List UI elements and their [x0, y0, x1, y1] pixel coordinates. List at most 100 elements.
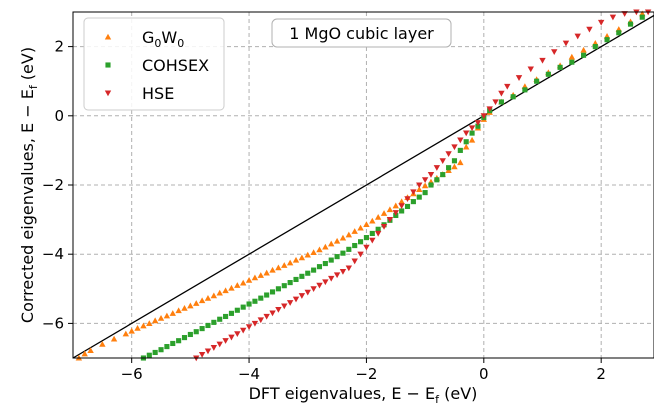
y-tick-label: 2: [54, 38, 64, 56]
data-point: [340, 250, 346, 256]
y-tick-label: 0: [54, 107, 64, 125]
data-point: [234, 307, 240, 313]
data-point: [475, 123, 481, 129]
data-point: [205, 322, 211, 329]
data-point: [421, 182, 429, 189]
data-point: [164, 344, 170, 350]
x-axis-minus: − E: [401, 384, 435, 403]
data-point: [169, 310, 176, 316]
data-point: [299, 273, 305, 279]
data-point: [346, 246, 352, 252]
data-point: [269, 266, 276, 273]
data-point: [304, 251, 311, 258]
legend-label: G0W0: [142, 28, 184, 50]
data-point: [286, 300, 294, 306]
data-point: [334, 254, 340, 260]
data-point: [351, 228, 358, 234]
data-point: [216, 289, 223, 296]
data-point: [286, 259, 294, 266]
data-point: [392, 210, 399, 216]
legend-marker: [105, 62, 111, 68]
x-axis-units: (eV): [444, 384, 477, 403]
data-point: [281, 283, 287, 289]
chart-title: 1 MgO cubic layer: [289, 24, 434, 43]
data-point: [468, 125, 476, 132]
data-point: [210, 292, 218, 299]
data-point: [357, 251, 364, 258]
data-point: [446, 165, 452, 171]
data-point: [498, 99, 504, 105]
data-point: [539, 57, 546, 64]
data-point: [216, 341, 223, 348]
data-point: [222, 338, 229, 344]
data-point: [246, 301, 252, 307]
y-axis-minus: − E: [18, 89, 37, 123]
data-point: [140, 322, 147, 329]
data-point: [239, 327, 247, 334]
data-point: [328, 275, 335, 282]
data-point: [163, 312, 171, 319]
data-point: [609, 14, 617, 21]
data-point: [322, 243, 329, 250]
data-point: [311, 267, 317, 273]
title-border: [271, 18, 452, 48]
data-point: [222, 287, 229, 294]
data-point: [534, 78, 540, 84]
data-point: [416, 186, 423, 193]
data-point: [492, 99, 499, 106]
data-point: [158, 347, 164, 353]
legend-marker: [104, 33, 112, 40]
data-point: [416, 194, 422, 200]
data-point: [392, 202, 399, 209]
data-point: [380, 210, 388, 216]
data-point: [480, 113, 488, 119]
legend-label: HSE: [142, 84, 174, 103]
data-point: [345, 265, 353, 272]
data-point: [275, 307, 282, 313]
data-point: [580, 46, 587, 53]
data-point: [421, 177, 429, 184]
data-point: [181, 335, 188, 341]
data-point: [193, 300, 200, 306]
title-box: 1 MgO cubic layer: [271, 18, 452, 48]
data-point: [581, 52, 587, 58]
data-point: [292, 256, 300, 263]
data-point: [223, 313, 229, 320]
data-point: [562, 40, 570, 47]
data-point: [451, 144, 458, 151]
data-point: [287, 280, 293, 286]
data-point: [240, 304, 246, 310]
data-point: [380, 223, 388, 230]
x-tick-label: 0: [479, 365, 489, 383]
data-point: [269, 310, 276, 317]
data-point: [187, 302, 194, 309]
data-point: [434, 177, 440, 183]
data-point: [451, 163, 458, 170]
data-point: [99, 340, 106, 347]
data-point: [176, 338, 182, 344]
data-point: [81, 350, 88, 357]
legend-items: G0W0 COHSEX HSE: [104, 28, 209, 103]
data-point: [298, 293, 306, 299]
data-point: [592, 44, 598, 50]
data-point: [510, 94, 516, 100]
data-point: [345, 231, 353, 238]
data-point: [639, 14, 645, 20]
data-point: [597, 19, 605, 26]
data-point: [281, 303, 288, 310]
x-axis-label: DFT eigenvalues, E − Ef (eV): [249, 384, 478, 405]
data-point: [251, 320, 259, 327]
y-axis-sub: f: [27, 84, 40, 89]
legend-entry-hse: HSE: [104, 84, 174, 103]
data-point: [369, 237, 376, 244]
y-axis-label: Corrected eigenvalues, E − Ef (eV): [18, 47, 40, 323]
data-point: [181, 304, 188, 311]
data-point: [457, 147, 463, 153]
data-point: [245, 324, 253, 331]
data-point: [281, 262, 288, 268]
data-point: [375, 226, 381, 232]
data-point: [211, 319, 217, 325]
data-point: [363, 221, 370, 228]
data-point: [621, 11, 628, 17]
data-point: [310, 286, 317, 292]
